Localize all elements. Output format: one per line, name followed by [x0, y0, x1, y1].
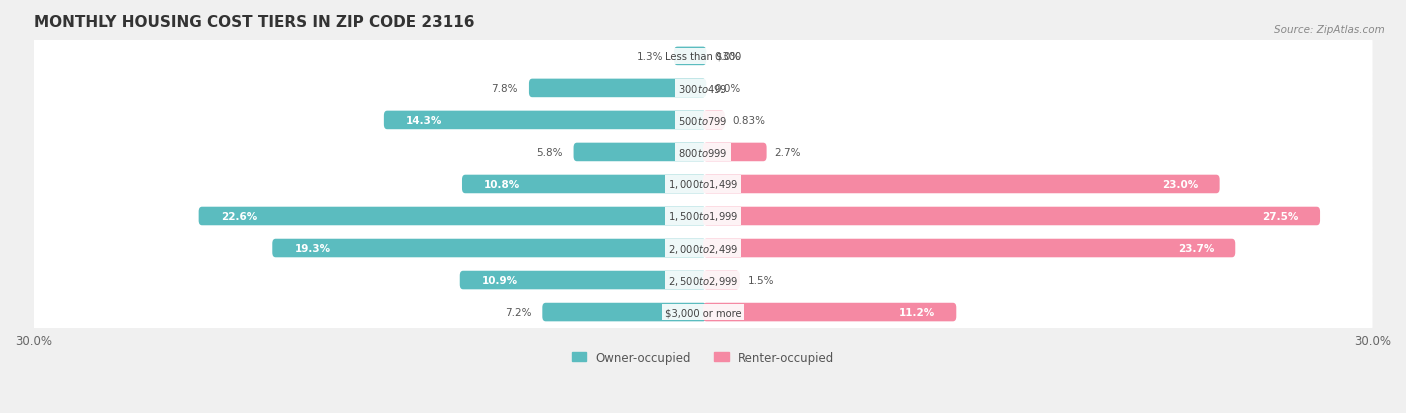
- Text: 11.2%: 11.2%: [898, 307, 935, 317]
- FancyBboxPatch shape: [34, 66, 1372, 111]
- FancyBboxPatch shape: [198, 207, 706, 226]
- FancyBboxPatch shape: [703, 239, 1236, 258]
- Text: Less than $300: Less than $300: [665, 52, 741, 62]
- Text: 7.2%: 7.2%: [505, 307, 531, 317]
- Text: $800 to $999: $800 to $999: [678, 147, 728, 159]
- FancyBboxPatch shape: [703, 175, 1219, 194]
- Text: 0.83%: 0.83%: [733, 116, 766, 126]
- FancyBboxPatch shape: [703, 303, 956, 322]
- Text: 7.8%: 7.8%: [491, 84, 517, 94]
- Text: 14.3%: 14.3%: [406, 116, 443, 126]
- Text: $300 to $499: $300 to $499: [678, 83, 728, 95]
- Text: 10.9%: 10.9%: [482, 275, 519, 285]
- FancyBboxPatch shape: [703, 271, 740, 290]
- FancyBboxPatch shape: [34, 162, 1372, 206]
- FancyBboxPatch shape: [703, 112, 725, 130]
- FancyBboxPatch shape: [34, 290, 1372, 335]
- Legend: Owner-occupied, Renter-occupied: Owner-occupied, Renter-occupied: [567, 346, 839, 368]
- FancyBboxPatch shape: [34, 258, 1372, 302]
- FancyBboxPatch shape: [574, 143, 706, 162]
- Text: 23.7%: 23.7%: [1178, 243, 1213, 254]
- Text: 0.0%: 0.0%: [714, 84, 741, 94]
- FancyBboxPatch shape: [273, 239, 706, 258]
- FancyBboxPatch shape: [703, 207, 1320, 226]
- Text: MONTHLY HOUSING COST TIERS IN ZIP CODE 23116: MONTHLY HOUSING COST TIERS IN ZIP CODE 2…: [34, 15, 474, 30]
- FancyBboxPatch shape: [543, 303, 706, 322]
- Text: Source: ZipAtlas.com: Source: ZipAtlas.com: [1274, 25, 1385, 35]
- Text: 1.5%: 1.5%: [748, 275, 775, 285]
- Text: 10.8%: 10.8%: [484, 180, 520, 190]
- FancyBboxPatch shape: [529, 79, 706, 98]
- FancyBboxPatch shape: [34, 131, 1372, 175]
- Text: 27.5%: 27.5%: [1263, 211, 1299, 221]
- FancyBboxPatch shape: [34, 35, 1372, 79]
- Text: 5.8%: 5.8%: [536, 147, 562, 158]
- Text: $1,500 to $1,999: $1,500 to $1,999: [668, 210, 738, 223]
- Text: 2.7%: 2.7%: [775, 147, 801, 158]
- FancyBboxPatch shape: [463, 175, 706, 194]
- Text: 23.0%: 23.0%: [1163, 180, 1198, 190]
- Text: 19.3%: 19.3%: [295, 243, 330, 254]
- FancyBboxPatch shape: [673, 47, 706, 66]
- FancyBboxPatch shape: [384, 112, 706, 130]
- FancyBboxPatch shape: [703, 143, 766, 162]
- Text: $3,000 or more: $3,000 or more: [665, 307, 741, 317]
- Text: 22.6%: 22.6%: [221, 211, 257, 221]
- FancyBboxPatch shape: [34, 226, 1372, 271]
- Text: $2,500 to $2,999: $2,500 to $2,999: [668, 274, 738, 287]
- Text: $2,000 to $2,499: $2,000 to $2,499: [668, 242, 738, 255]
- FancyBboxPatch shape: [460, 271, 706, 290]
- Text: 1.3%: 1.3%: [637, 52, 662, 62]
- Text: $500 to $799: $500 to $799: [678, 115, 728, 127]
- Text: $1,000 to $1,499: $1,000 to $1,499: [668, 178, 738, 191]
- FancyBboxPatch shape: [34, 195, 1372, 239]
- Text: 0.0%: 0.0%: [714, 52, 741, 62]
- FancyBboxPatch shape: [34, 99, 1372, 142]
